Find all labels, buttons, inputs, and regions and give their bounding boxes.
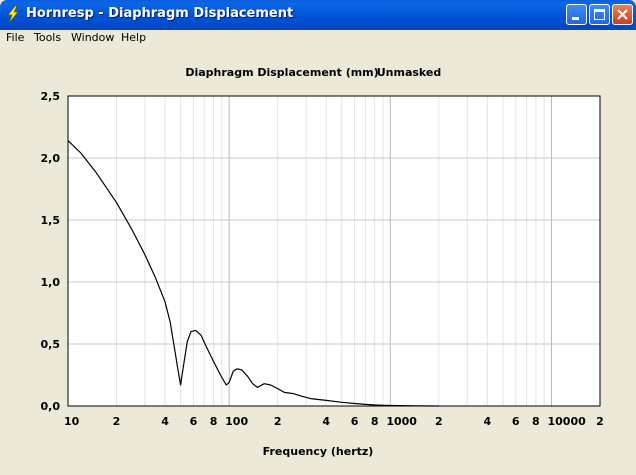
close-icon — [617, 9, 628, 20]
series-layer — [67, 140, 439, 407]
maximize-icon — [594, 9, 605, 20]
close-button[interactable] — [612, 4, 633, 25]
menu-window[interactable]: Window — [71, 31, 115, 44]
x-tick-label: 2 — [435, 415, 443, 428]
title-bar: Hornresp - Diaphragm Displacement — [0, 0, 636, 30]
x-tick-label: 6 — [351, 415, 359, 428]
app-lightning-icon — [7, 6, 19, 23]
x-tick-label: 8 — [532, 415, 540, 428]
x-tick-label: 10000 — [547, 415, 586, 428]
chart-title: Diaphragm Displacement (mm) — [185, 66, 378, 79]
x-tick-label: 6 — [512, 415, 520, 428]
x-tick-label: 4 — [484, 415, 492, 428]
y-tick-label: 1,0 — [41, 276, 61, 289]
y-tick-label: 0,5 — [41, 338, 61, 351]
x-tick-label: 1000 — [386, 415, 417, 428]
y-tick-label: 2,5 — [41, 90, 61, 103]
minimize-button[interactable] — [566, 4, 587, 25]
x-axis-label: Frequency (hertz) — [263, 445, 374, 458]
x-tick-label: 100 — [225, 415, 248, 428]
x-tick-label: 4 — [161, 415, 169, 428]
x-tick-label: 8 — [210, 415, 218, 428]
menu-bar — [0, 30, 636, 49]
chart-subtitle: Unmasked — [377, 66, 442, 79]
menu-file[interactable]: File — [6, 31, 25, 44]
grid-lines — [68, 96, 600, 406]
minimize-icon — [572, 17, 579, 20]
x-tick-label: 2 — [113, 415, 121, 428]
menu-help[interactable]: Help — [121, 31, 147, 44]
x-tick-label: 2 — [596, 415, 604, 428]
x-tick-label: 4 — [322, 415, 330, 428]
x-tick-label: 8 — [371, 415, 379, 428]
y-tick-label: 2,0 — [41, 152, 61, 165]
displacement-series-line — [67, 140, 439, 407]
x-tick-label: 10 — [64, 415, 80, 428]
plot-frame — [67, 95, 601, 407]
menu-tools[interactable]: Tools — [34, 31, 62, 44]
chart-area: Diaphragm Displacement (mm) Unmasked 0,0… — [0, 49, 636, 475]
x-tick-label: 6 — [190, 415, 198, 428]
window-title: Hornresp - Diaphragm Displacement — [26, 6, 294, 21]
x-axis-tick-labels: 10 2 4 6 8 100 2 4 6 8 1000 2 4 6 8 10000 2 — [64, 415, 604, 428]
plot-area — [67, 95, 601, 407]
displacement-chart: Diaphragm Displacement (mm) Unmasked 0,0… — [41, 66, 604, 458]
x-tick-label: 2 — [274, 415, 282, 428]
y-tick-label: 1,5 — [41, 214, 61, 227]
y-tick-label: 0,0 — [41, 400, 61, 413]
maximize-button[interactable] — [589, 4, 610, 25]
y-axis-tick-labels: 0,0 0,5 1,0 1,5 2,0 2,5 — [41, 90, 61, 413]
